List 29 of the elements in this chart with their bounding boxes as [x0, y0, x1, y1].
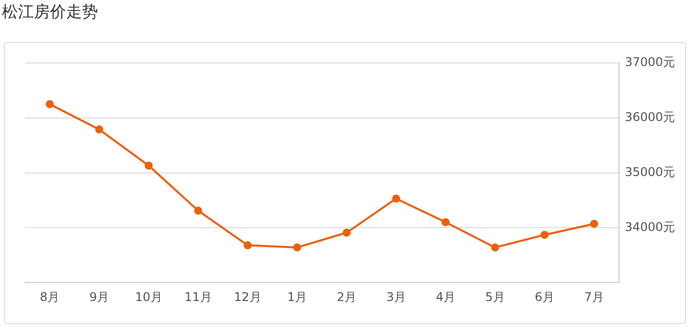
- point: [194, 206, 202, 215]
- x-tick-label: 1月: [287, 290, 307, 304]
- x-tick-label: 10月: [135, 290, 162, 304]
- point: [46, 100, 54, 108]
- chart-title: 松江房价走势: [2, 2, 98, 23]
- point: [95, 125, 104, 134]
- x-tick-label: 4月: [436, 290, 456, 304]
- y-tick-label: 36000元: [624, 110, 676, 124]
- x-tick-label: 3月: [386, 290, 406, 304]
- point: [392, 194, 400, 203]
- point: [144, 162, 153, 170]
- point: [342, 228, 351, 237]
- x-tick-label: 2月: [336, 290, 356, 304]
- point: [293, 243, 302, 252]
- x-tick-label: 6月: [534, 290, 554, 304]
- x-tick-label: 8月: [40, 290, 60, 304]
- point: [491, 243, 500, 252]
- x-tick-label: 11月: [184, 290, 212, 304]
- y-tick-label: 37000元: [624, 55, 676, 70]
- x-tick-label: 12月: [234, 290, 262, 304]
- point: [590, 220, 598, 228]
- x-tick-label: 9月: [89, 290, 110, 304]
- point: [540, 230, 549, 239]
- y-tick-label: 35000元: [624, 164, 676, 179]
- x-tick-label: 7月: [584, 290, 604, 304]
- point: [244, 241, 252, 250]
- y-tick-label: 34000元: [624, 220, 676, 234]
- x-tick-label: 5月: [485, 290, 505, 304]
- point: [442, 218, 450, 226]
